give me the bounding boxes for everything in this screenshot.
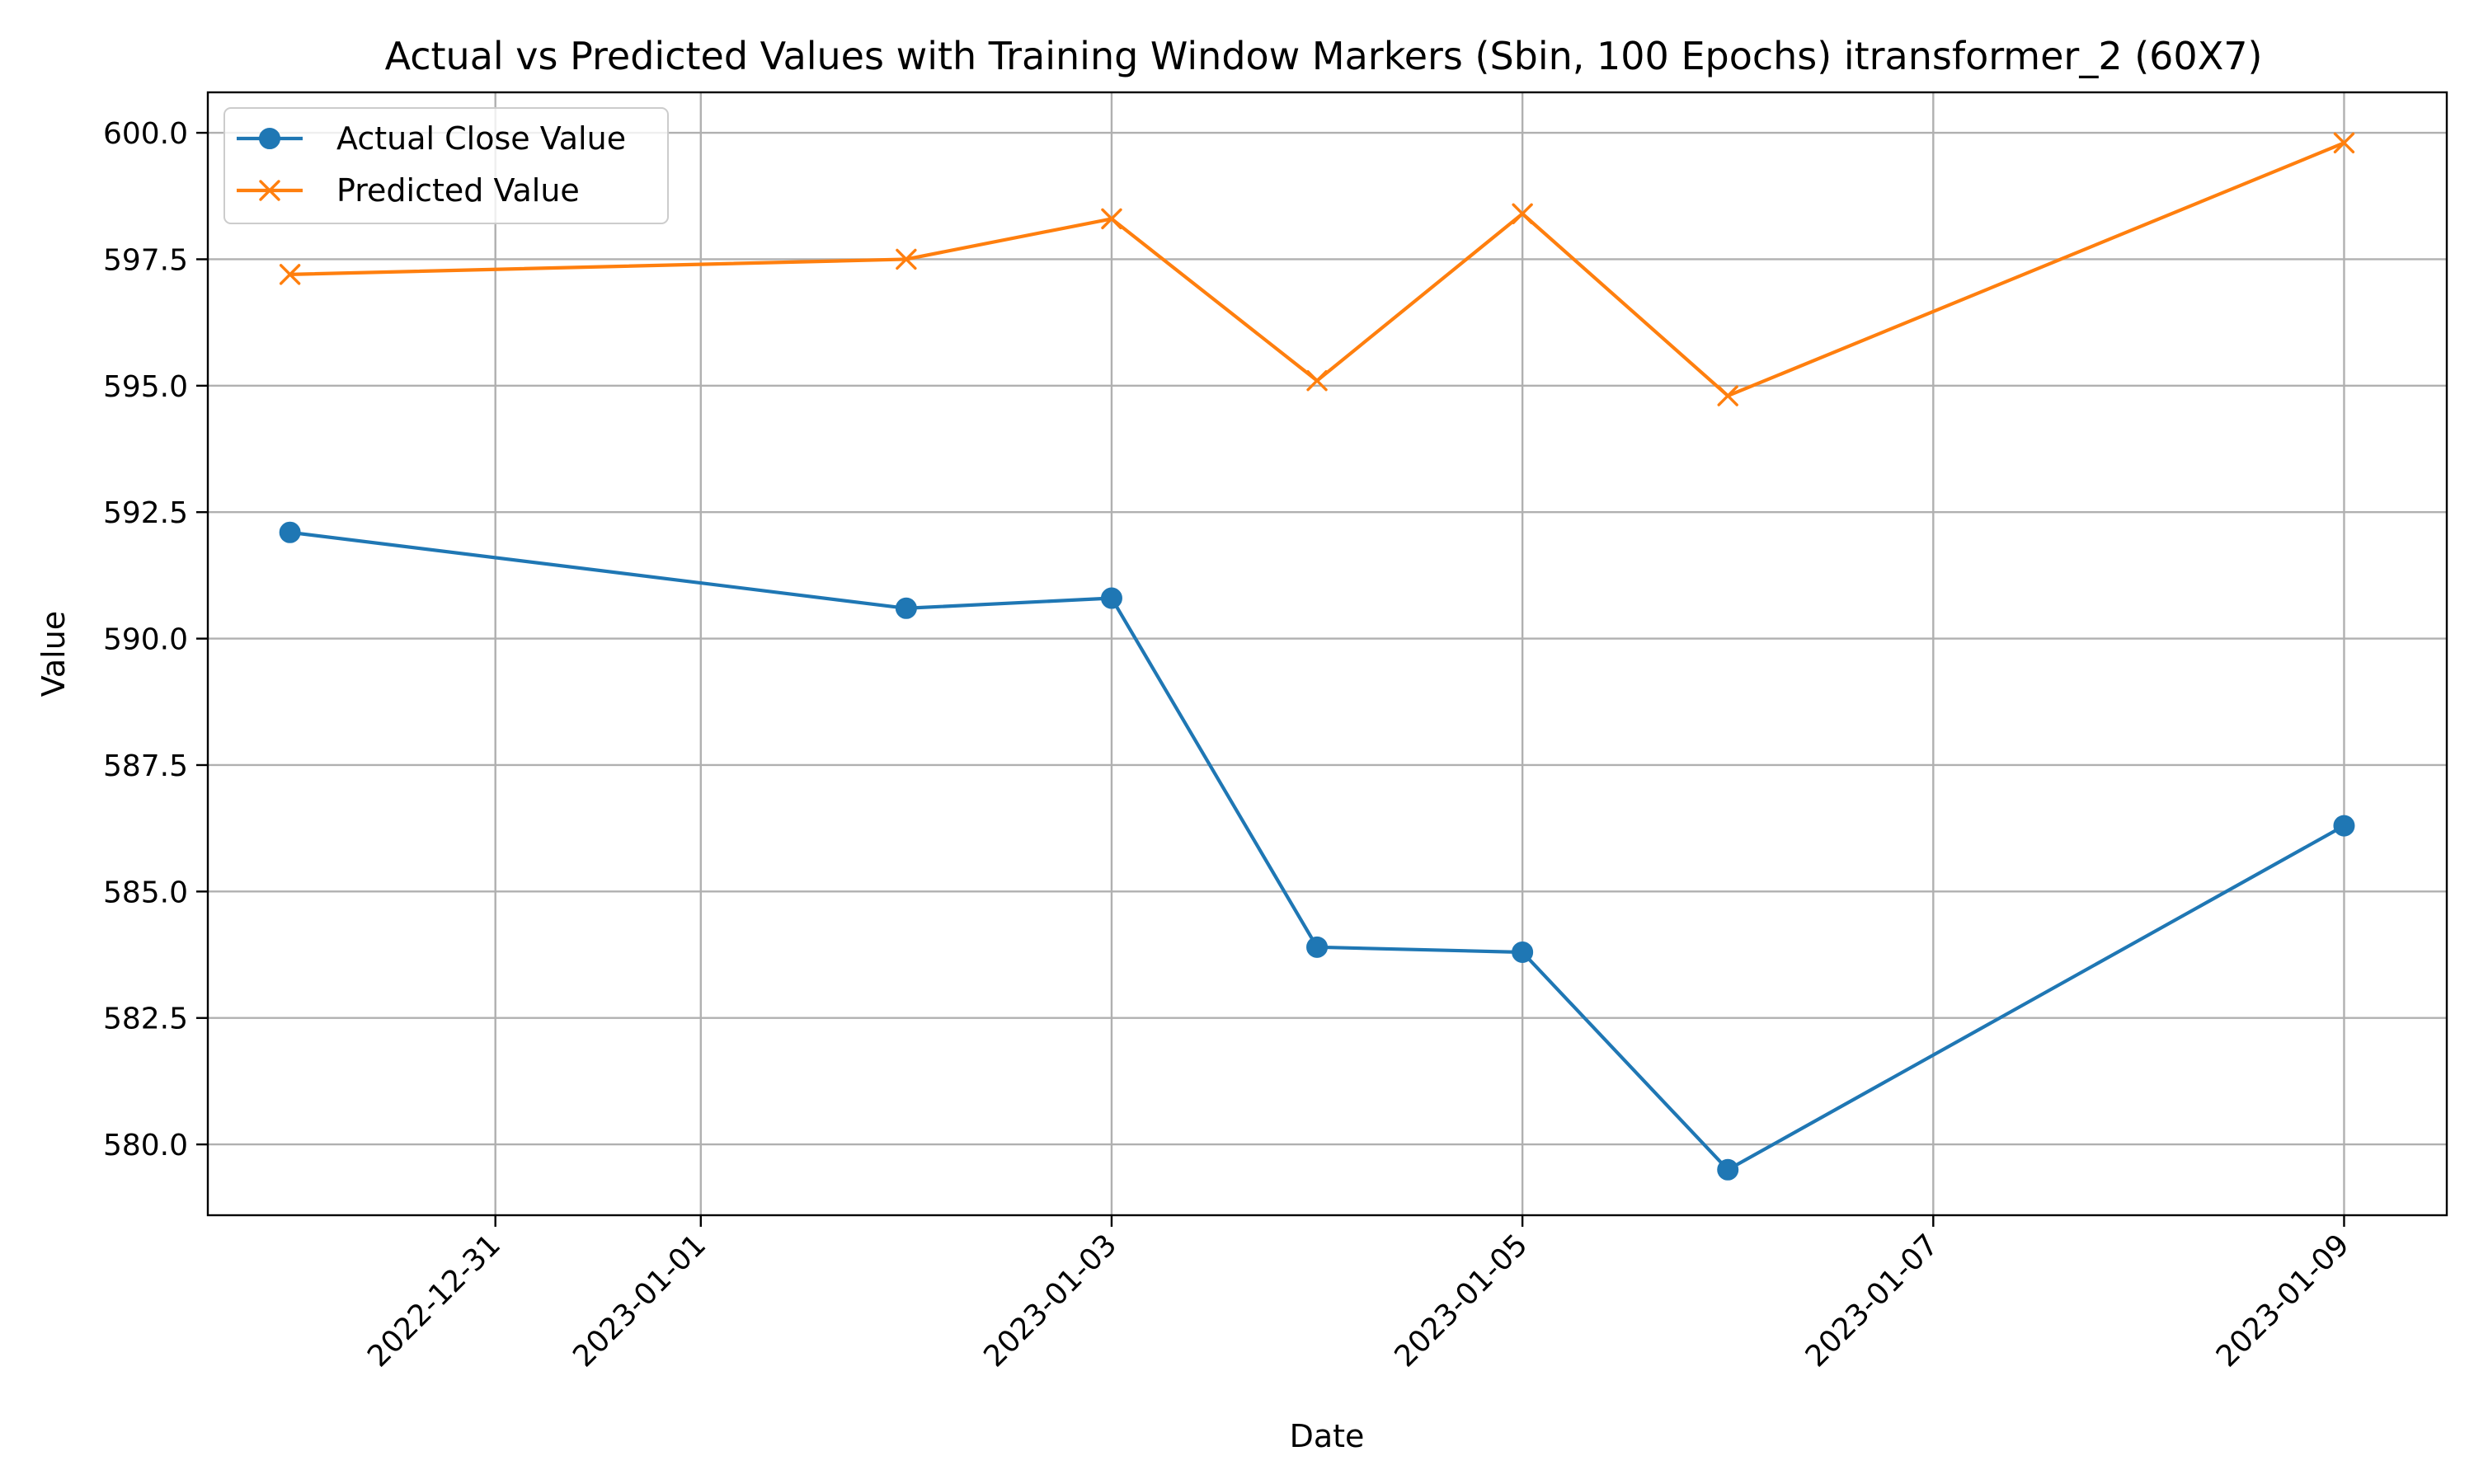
series-actual-close-value (279, 521, 2355, 1181)
legend: Actual Close Value Predicted Value (223, 107, 669, 224)
data-point-actual-close-value (1306, 936, 1329, 958)
legend-label: Actual Close Value (336, 120, 626, 157)
data-point-actual-close-value (279, 521, 301, 543)
y-axis-label: Value (35, 611, 72, 697)
y-tick-label: 587.5 (103, 749, 188, 783)
data-point-predicted-value (1717, 385, 1738, 406)
y-tick-label: 582.5 (103, 1003, 188, 1036)
x-axis-label: Date (1290, 1418, 1365, 1454)
data-point-predicted-value (2333, 132, 2355, 154)
data-point-predicted-value (1512, 203, 1533, 224)
series-layer (279, 132, 2355, 1181)
y-tick-label: 585.0 (103, 876, 188, 909)
data-point-actual-close-value (1512, 941, 1534, 963)
plot-frame (206, 91, 2448, 1217)
y-tick-label: 580.0 (103, 1129, 188, 1162)
series-predicted-value (279, 132, 2355, 406)
legend-item-predicted-value: Predicted Value (237, 172, 580, 209)
legend-box (223, 107, 669, 224)
data-point-predicted-value (1101, 208, 1122, 230)
data-point-actual-close-value (1100, 587, 1122, 609)
legend-marker (259, 180, 280, 201)
y-tick-label: 592.5 (103, 496, 188, 530)
y-tick-label: 595.0 (103, 370, 188, 404)
y-tick-label: 590.0 (103, 623, 188, 657)
legend-label: Predicted Value (336, 172, 580, 209)
chart-title: Actual vs Predicted Values with Training… (385, 34, 2263, 78)
data-point-actual-close-value (2333, 815, 2355, 837)
grid (208, 92, 2447, 1215)
data-point-predicted-value (896, 248, 917, 270)
data-point-actual-close-value (895, 597, 917, 619)
data-point-predicted-value (1306, 370, 1328, 392)
legend-marker (259, 128, 280, 149)
legend-item-actual-close-value: Actual Close Value (237, 120, 626, 157)
data-point-predicted-value (279, 264, 301, 285)
y-tick-label: 597.5 (103, 243, 188, 277)
y-tick-label: 600.0 (103, 117, 188, 151)
data-point-actual-close-value (1717, 1158, 1739, 1181)
